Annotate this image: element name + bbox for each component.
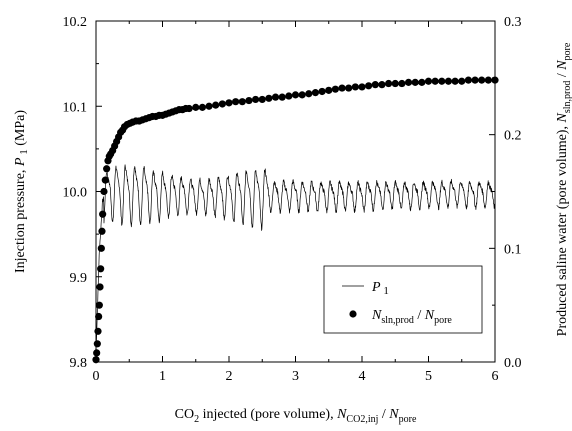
saline-water-point — [484, 76, 492, 84]
right-y-tick-label: 0.0 — [504, 356, 522, 371]
legend-box — [323, 265, 483, 334]
x-tick-label: 3 — [292, 369, 299, 384]
saline-water-point — [411, 78, 419, 86]
saline-water-point — [212, 101, 220, 109]
left-y-tick-label: 10.0 — [63, 186, 88, 201]
saline-water-point — [97, 244, 105, 252]
saline-water-point — [471, 76, 479, 84]
legend-label-saline: Nsln,prod / Npore — [371, 308, 452, 326]
saline-water-point — [192, 103, 200, 111]
x-tick-label: 5 — [425, 369, 432, 384]
x-tick-label: 0 — [93, 369, 100, 384]
saline-water-point — [404, 78, 413, 86]
saline-water-point — [252, 95, 260, 104]
left-y-tick-label: 9.9 — [70, 271, 88, 286]
saline-water-point — [218, 100, 226, 108]
saline-water-point — [185, 104, 193, 113]
saline-water-point — [205, 102, 213, 110]
saline-water-point — [345, 84, 353, 92]
legend-marker-swatch — [349, 310, 357, 318]
saline-water-point — [95, 301, 103, 309]
saline-water-point — [245, 96, 253, 105]
saline-water-point — [331, 85, 339, 93]
tick-labels: 0 1 2 3 4 5 6 9.8 9.9 10.0 10.1 10.2 0.0 0.1 0.2 0.3 — [63, 15, 522, 384]
saline-water-point — [100, 187, 108, 196]
saline-water-point — [318, 87, 326, 96]
saline-water-point — [358, 83, 366, 91]
saline-water-point — [258, 95, 266, 104]
saline-water-point — [365, 82, 373, 90]
saline-water-point — [94, 327, 102, 335]
left-y-tick-label: 9.8 — [70, 356, 88, 371]
axis-titles: CO2 injected (pore volume), NCO2,inj / N… — [13, 42, 572, 425]
saline-water-point — [385, 79, 393, 88]
saline-water-point — [278, 93, 286, 101]
saline-water-point — [438, 77, 446, 85]
saline-water-point — [311, 89, 320, 97]
saline-water-point — [458, 77, 466, 85]
saline-water-point — [291, 91, 300, 99]
saline-water-point — [338, 84, 346, 92]
x-axis-title: CO2 injected (pore volume), NCO2,inj / N… — [175, 407, 417, 425]
saline-water-point — [238, 98, 246, 106]
pressure-line — [95, 164, 496, 354]
saline-water-point — [444, 77, 453, 85]
saline-water-point — [95, 312, 103, 321]
saline-water-point — [265, 94, 273, 102]
saline-water-point — [97, 265, 105, 273]
saline-water-point — [285, 92, 293, 100]
right-y-tick-label: 0.2 — [504, 129, 522, 144]
saline-water-point — [378, 81, 386, 89]
saline-water-point — [101, 176, 109, 184]
saline-water-point — [305, 90, 313, 98]
saline-water-point — [431, 77, 439, 85]
saline-water-point — [424, 77, 433, 85]
saline-water-point — [351, 83, 359, 91]
left-y-tick-label: 10.2 — [63, 15, 88, 30]
saline-water-point — [98, 227, 106, 235]
right-y-axis-title: Produced saline water (pore volume), Nsl… — [555, 42, 572, 336]
saline-water-point — [398, 79, 406, 88]
saline-water-point — [93, 340, 101, 348]
saline-water-point — [232, 98, 240, 106]
saline-water-point — [96, 283, 104, 291]
saline-water-point — [93, 349, 101, 357]
x-tick-label: 1 — [159, 369, 166, 384]
saline-water-point — [325, 86, 333, 94]
saline-water-point — [418, 78, 426, 86]
left-y-tick-label: 10.1 — [63, 100, 88, 115]
saline-water-point — [464, 76, 472, 84]
x-tick-label: 2 — [226, 369, 233, 384]
saline-water-point — [371, 81, 379, 89]
right-y-tick-label: 0.1 — [504, 242, 522, 257]
saline-water-series — [92, 76, 499, 364]
legend-label-pressure: P 1 — [371, 280, 389, 297]
right-y-tick-label: 0.3 — [504, 15, 522, 30]
saline-water-point — [478, 76, 486, 84]
saline-water-point — [298, 91, 306, 99]
saline-water-point — [225, 99, 233, 107]
pressure-series — [95, 164, 496, 354]
legend: P 1 Nsln,prod / Npore — [323, 265, 483, 334]
x-tick-label: 6 — [492, 369, 499, 384]
saline-water-point — [198, 103, 206, 111]
saline-water-point — [103, 165, 111, 173]
axis-ticks — [95, 20, 496, 363]
saline-water-point — [271, 93, 280, 101]
left-y-axis-title: Injection pressure, P 1 (MPa) — [13, 110, 30, 273]
saline-water-point — [451, 77, 459, 85]
x-tick-label: 4 — [359, 369, 366, 384]
saline-water-point — [99, 210, 107, 218]
saline-water-point — [391, 79, 399, 88]
